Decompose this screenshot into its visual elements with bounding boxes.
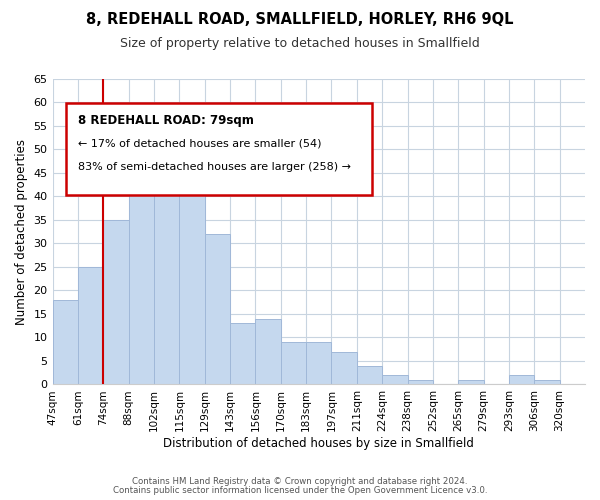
Y-axis label: Number of detached properties: Number of detached properties — [15, 138, 28, 324]
Bar — [154, 178, 179, 384]
Bar — [179, 145, 205, 384]
X-axis label: Distribution of detached houses by size in Smallfield: Distribution of detached houses by size … — [163, 437, 474, 450]
Bar — [331, 352, 357, 384]
Text: ← 17% of detached houses are smaller (54): ← 17% of detached houses are smaller (54… — [78, 139, 322, 149]
Text: Contains public sector information licensed under the Open Government Licence v3: Contains public sector information licen… — [113, 486, 487, 495]
Bar — [407, 380, 433, 384]
Bar — [357, 366, 382, 384]
Bar — [128, 173, 154, 384]
Bar — [256, 318, 281, 384]
Bar — [382, 375, 407, 384]
Bar — [78, 267, 103, 384]
Bar — [281, 342, 306, 384]
Text: 8 REDEHALL ROAD: 79sqm: 8 REDEHALL ROAD: 79sqm — [78, 114, 254, 127]
Text: Size of property relative to detached houses in Smallfield: Size of property relative to detached ho… — [120, 38, 480, 51]
Text: Contains HM Land Registry data © Crown copyright and database right 2024.: Contains HM Land Registry data © Crown c… — [132, 477, 468, 486]
Bar — [103, 220, 128, 384]
Bar — [53, 300, 78, 384]
Bar — [509, 375, 534, 384]
Bar — [534, 380, 560, 384]
Bar — [205, 234, 230, 384]
Bar — [230, 324, 256, 384]
Bar — [458, 380, 484, 384]
Text: 8, REDEHALL ROAD, SMALLFIELD, HORLEY, RH6 9QL: 8, REDEHALL ROAD, SMALLFIELD, HORLEY, RH… — [86, 12, 514, 28]
Bar — [306, 342, 331, 384]
Text: 83% of semi-detached houses are larger (258) →: 83% of semi-detached houses are larger (… — [78, 162, 351, 172]
